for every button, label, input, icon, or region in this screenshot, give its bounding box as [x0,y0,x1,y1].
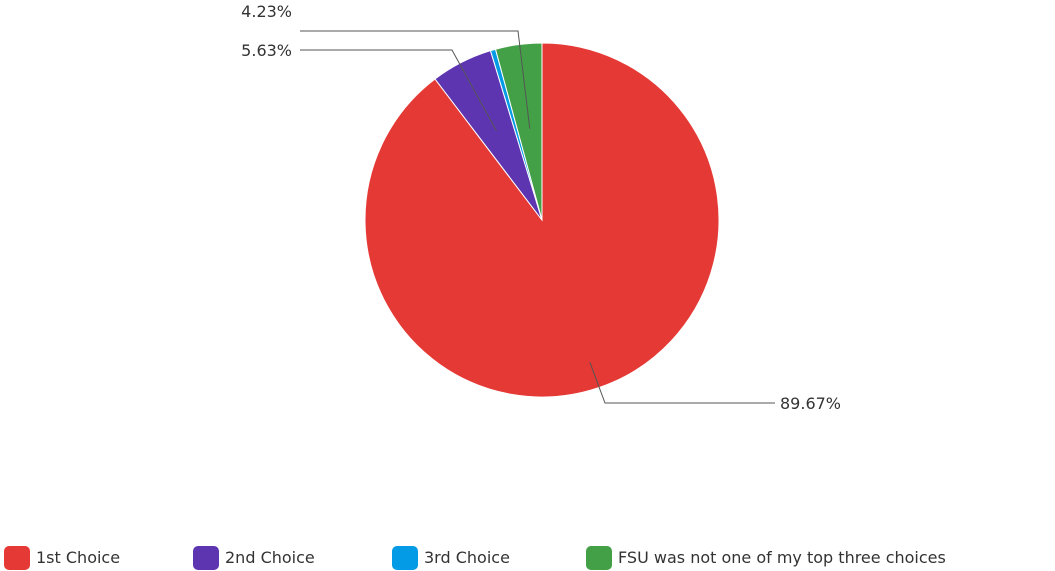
leader-line-1st-choice [589,361,775,404]
pie-slice-fsu-was-not-one-of-my-top-three-choices[interactable] [494,42,543,221]
legend-label: FSU was not one of my top three choices [618,548,946,567]
legend-item-1st-choice[interactable]: 1st Choice [4,544,120,571]
data-labels: 89.67% 5.63% 4.23% [241,2,841,413]
legend-item-3rd-choice[interactable]: 3rd Choice [392,544,510,571]
legend-swatch-2nd-choice [193,545,219,570]
data-label-1st-choice: 89.67% [780,394,841,413]
legend-label: 1st Choice [36,548,121,567]
pie-chart: 89.67% 5.63% 4.23% [241,2,841,413]
legend-label: 2nd Choice [225,548,315,567]
leader-line-2nd-choice [300,49,497,132]
leader-lines [300,30,775,404]
pie-slices [364,42,720,398]
legend-item-2nd-choice[interactable]: 2nd Choice [193,544,315,571]
legend-label: 3rd Choice [424,548,510,567]
legend-item-fsu-not-top-three[interactable]: FSU was not one of my top three choices [586,544,946,571]
legend-swatch-1st-choice [4,545,30,570]
data-label-fsu-was-not-one-of-my-top-three-choices: 4.23% [241,2,292,21]
legend: 1st Choice 2nd Choice 3rd Choice FSU was… [0,544,1055,571]
leader-line-fsu-was-not-one-of-my-top-three-choices [300,30,531,129]
legend-swatch-fsu-not-top-three [586,545,612,570]
legend-swatch-3rd-choice [392,545,418,570]
data-label-2nd-choice: 5.63% [241,41,292,60]
